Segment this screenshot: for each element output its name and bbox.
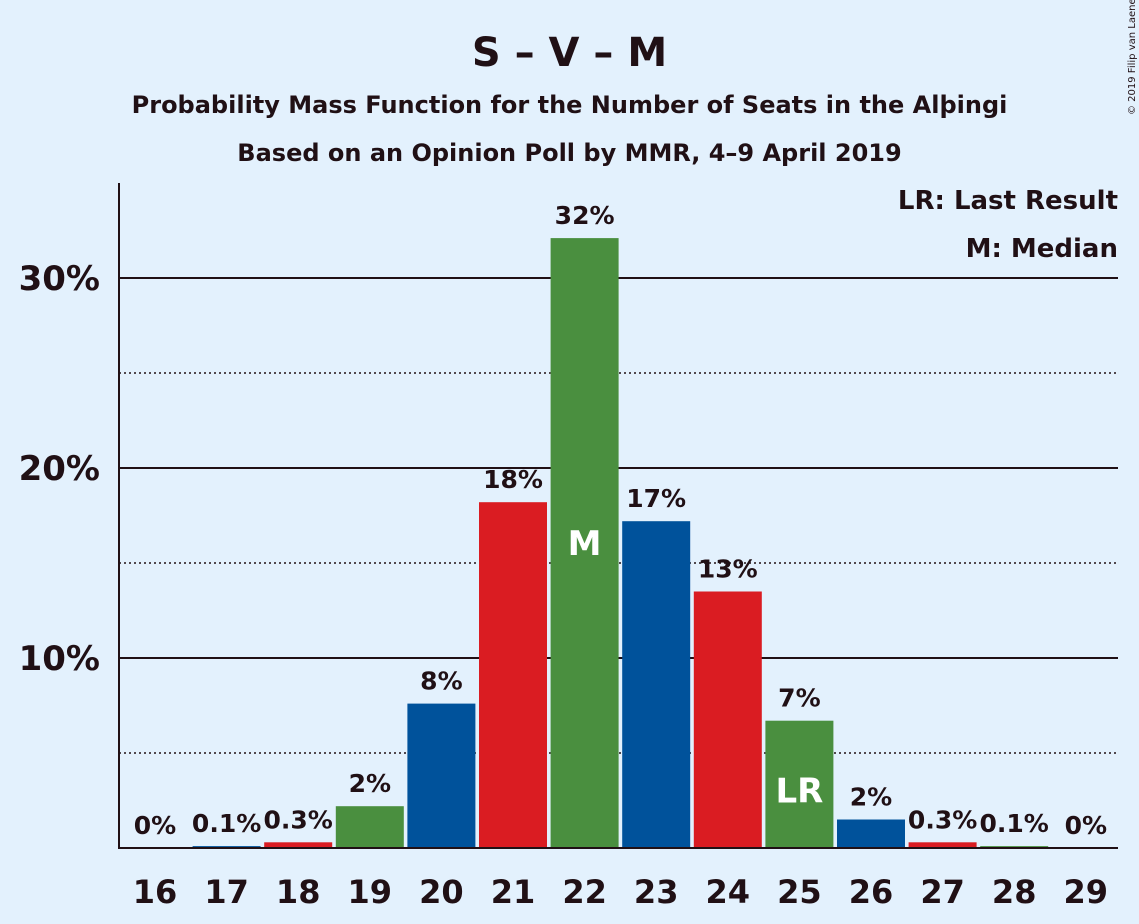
data-label-29: 0% bbox=[1065, 811, 1107, 840]
data-label-27: 0.3% bbox=[908, 805, 977, 834]
x-tick-label-19: 19 bbox=[348, 873, 393, 911]
data-label-16: 0% bbox=[134, 811, 176, 840]
data-label-19: 2% bbox=[349, 769, 391, 798]
y-tick-label: 30% bbox=[19, 259, 100, 299]
legend-median: M: Median bbox=[966, 234, 1118, 264]
x-tick-label-17: 17 bbox=[204, 873, 249, 911]
x-tick-label-16: 16 bbox=[133, 873, 178, 911]
axes bbox=[118, 183, 1118, 849]
data-label-22: 32% bbox=[555, 201, 615, 230]
bar-22 bbox=[550, 238, 619, 849]
bars bbox=[192, 238, 1049, 849]
bar-26 bbox=[837, 819, 905, 848]
bar-18 bbox=[264, 842, 333, 848]
last-result-marker: LR bbox=[775, 772, 823, 812]
data-label-21: 18% bbox=[483, 465, 543, 494]
x-tick-label-27: 27 bbox=[920, 873, 965, 911]
bar-27 bbox=[908, 842, 977, 848]
data-label-25: 7% bbox=[778, 684, 820, 713]
y-tick-label: 20% bbox=[19, 449, 100, 489]
bar-21 bbox=[479, 502, 547, 848]
data-label-18: 0.3% bbox=[264, 805, 333, 834]
data-label-23: 17% bbox=[626, 484, 686, 513]
median-marker: M bbox=[568, 524, 602, 564]
data-label-28: 0.1% bbox=[980, 809, 1049, 838]
x-tick-label-25: 25 bbox=[777, 873, 822, 911]
bar-24 bbox=[693, 591, 762, 848]
bar-20 bbox=[407, 703, 476, 848]
x-tick-label-26: 26 bbox=[849, 873, 894, 911]
data-label-20: 8% bbox=[420, 667, 462, 696]
x-tick-label-20: 20 bbox=[419, 873, 464, 911]
bar-19 bbox=[335, 806, 404, 848]
x-tick-label-23: 23 bbox=[634, 873, 679, 911]
chart-subtitle-poll-type: Probability Mass Function for the Number… bbox=[132, 91, 1008, 119]
x-tick-label-22: 22 bbox=[562, 873, 607, 911]
legend-last-result: LR: Last Result bbox=[898, 186, 1118, 216]
data-label-17: 0.1% bbox=[192, 809, 261, 838]
bar-23 bbox=[622, 521, 691, 848]
chart-title: S – V – M bbox=[472, 30, 667, 76]
axis-ticks: 10% 20% 30% 16 17 18 19 20 21 22 23 24 25 26 27 28 29 bbox=[19, 259, 1108, 911]
x-tick-label-28: 28 bbox=[992, 873, 1037, 911]
y-tick-label: 10% bbox=[19, 639, 100, 679]
data-labels: 0% 0.1% 0.3%2%8%18%32%17%13%7%2%0.3% 0.1% 0%… bbox=[134, 201, 1107, 840]
data-label-26: 2% bbox=[850, 783, 892, 812]
x-tick-label-21: 21 bbox=[491, 873, 536, 911]
bar-25 bbox=[765, 720, 834, 848]
chart-subtitle-poll-source: Based on an Opinion Poll by MMR, 4–9 Apr… bbox=[237, 139, 901, 167]
x-tick-label-29: 29 bbox=[1064, 873, 1109, 911]
x-tick-label-24: 24 bbox=[706, 873, 751, 911]
x-tick-label-18: 18 bbox=[276, 873, 321, 911]
copyright-credit: © 2019 Filip van Laenen bbox=[1127, 0, 1138, 115]
data-label-24: 13% bbox=[698, 555, 758, 584]
